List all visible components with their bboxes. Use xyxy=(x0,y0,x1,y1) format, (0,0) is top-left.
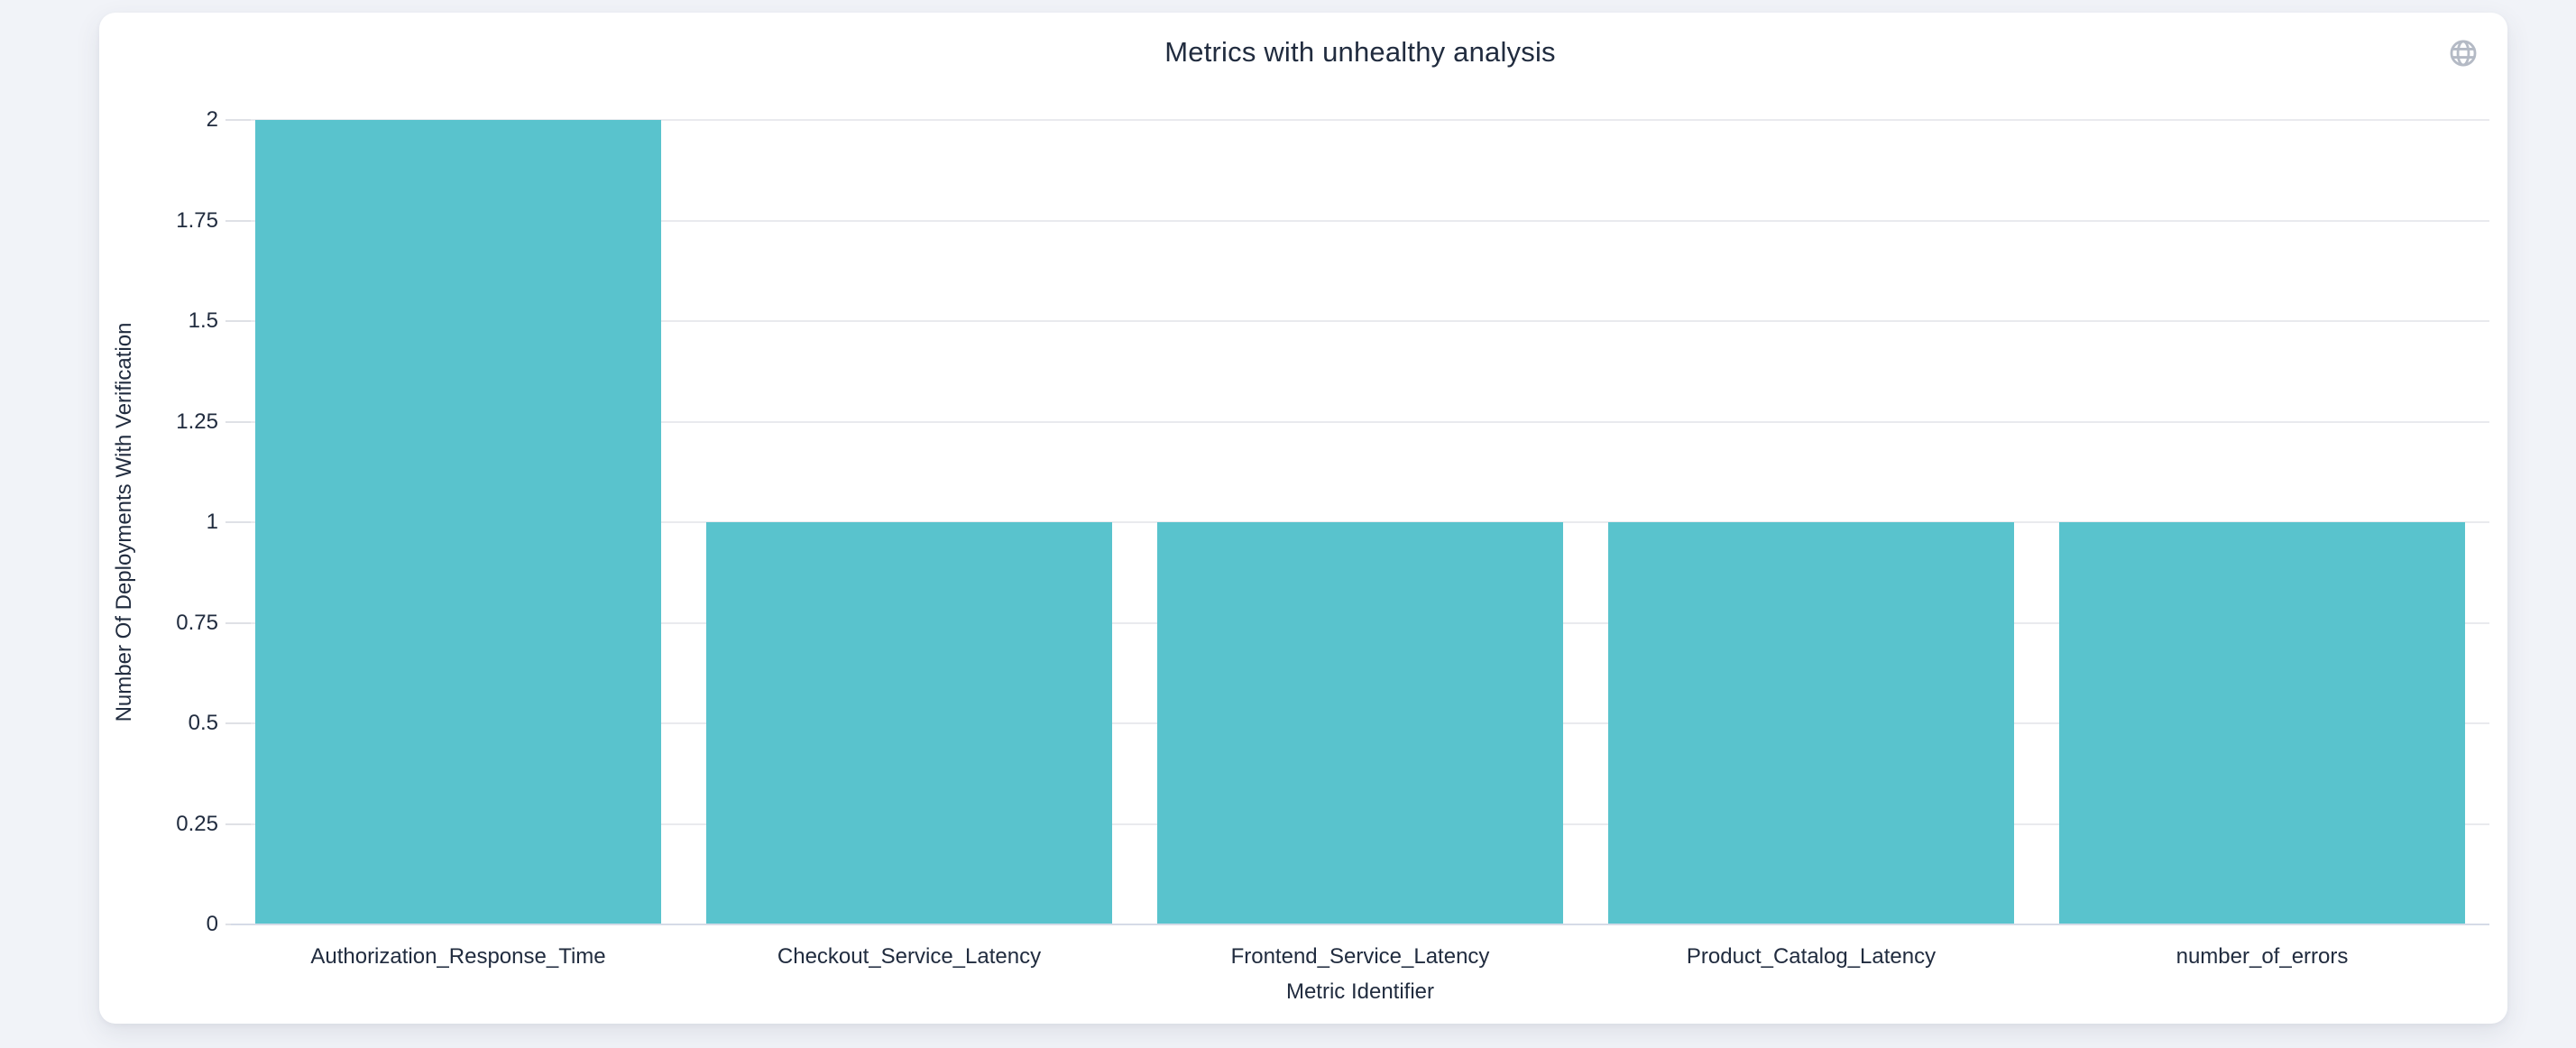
bar-series xyxy=(255,120,2465,924)
y-axis-tick xyxy=(225,621,251,624)
y-tick-label: 0.25 xyxy=(176,811,218,836)
y-tick-label: 2 xyxy=(206,107,218,132)
x-category-label: Checkout_Service_Latency xyxy=(777,944,1042,969)
gridline xyxy=(231,320,2489,322)
y-tick-label: 1.25 xyxy=(176,409,218,434)
y-axis-tick xyxy=(225,320,251,322)
y-tick-label: 0.75 xyxy=(176,610,218,635)
gridline xyxy=(231,119,2489,121)
y-axis-tick xyxy=(225,420,251,423)
y-tick-label: 1.5 xyxy=(188,308,218,333)
plot-area xyxy=(225,119,2489,925)
bar-Authorization_Response_Time[interactable] xyxy=(255,120,661,924)
globe-icon xyxy=(2448,40,2479,71)
x-category-label: Frontend_Service_Latency xyxy=(1230,944,1490,969)
x-category-label: Product_Catalog_Latency xyxy=(1686,944,1937,969)
y-axis-tick xyxy=(225,823,251,825)
y-axis-tick xyxy=(225,722,251,724)
globe-icon-button[interactable] xyxy=(2448,38,2479,69)
bar-Frontend_Service_Latency[interactable] xyxy=(1157,522,1563,924)
bar-number_of_errors[interactable] xyxy=(2059,522,2465,924)
bar-Checkout_Service_Latency[interactable] xyxy=(706,522,1112,924)
bar-Product_Catalog_Latency[interactable] xyxy=(1608,522,2014,924)
y-axis-tick xyxy=(225,521,251,523)
y-tick-label: 0 xyxy=(206,912,218,936)
y-axis-tick xyxy=(225,119,251,121)
chart-card: Metrics with unhealthy analysis Number O… xyxy=(99,13,2507,1024)
y-tick-label: 1 xyxy=(206,510,218,534)
x-axis-title: Metric Identifier xyxy=(1285,979,1435,1004)
chart-title: Metrics with unhealthy analysis xyxy=(1164,36,1556,68)
x-category-label: number_of_errors xyxy=(2176,944,2349,969)
x-axis-line xyxy=(231,924,2489,925)
gridline xyxy=(231,219,2489,222)
y-tick-label: 1.75 xyxy=(176,207,218,233)
y-tick-label: 0.5 xyxy=(188,711,218,735)
gridline xyxy=(231,420,2489,423)
x-category-label: Authorization_Response_Time xyxy=(310,944,606,969)
y-axis-tick xyxy=(225,219,251,222)
